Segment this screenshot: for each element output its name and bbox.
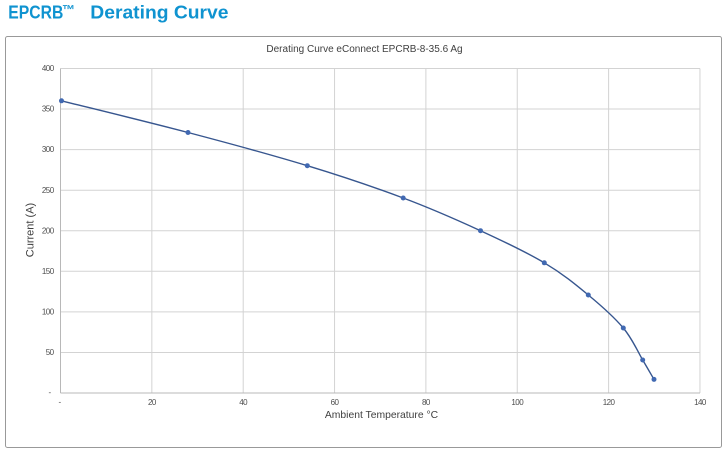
svg-text:350: 350	[42, 105, 55, 114]
svg-text:Derating Curve: Derating Curve	[90, 2, 228, 23]
svg-text:400: 400	[42, 64, 55, 73]
svg-text:EPCRB: EPCRB	[8, 2, 63, 23]
svg-text:20: 20	[148, 398, 157, 407]
svg-text:100: 100	[511, 398, 524, 407]
svg-text:60: 60	[331, 398, 340, 407]
svg-text:250: 250	[42, 186, 55, 195]
svg-text:40: 40	[239, 398, 248, 407]
svg-text:Ambient Temperature °C: Ambient Temperature °C	[325, 410, 439, 421]
svg-text:200: 200	[42, 226, 55, 235]
svg-text:140: 140	[694, 398, 707, 407]
svg-text:-: -	[48, 388, 51, 397]
svg-text:100: 100	[42, 307, 55, 316]
svg-text:300: 300	[42, 145, 55, 154]
svg-text:Derating Curve eConnect EPCRB-: Derating Curve eConnect EPCRB-8-35.6 Ag	[266, 44, 462, 55]
svg-text:80: 80	[422, 398, 431, 407]
svg-text:Current (A): Current (A)	[25, 203, 37, 257]
svg-text:120: 120	[603, 398, 616, 407]
svg-text:150: 150	[42, 267, 55, 276]
svg-text:-: -	[58, 397, 61, 406]
svg-text:™: ™	[62, 2, 75, 17]
svg-text:50: 50	[46, 348, 55, 357]
